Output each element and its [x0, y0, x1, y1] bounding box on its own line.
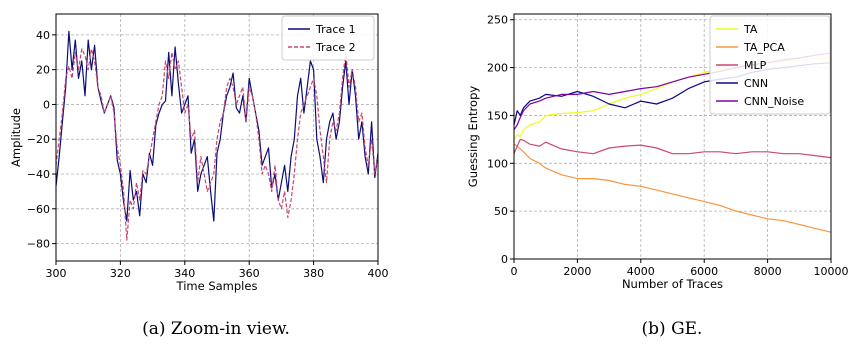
y-tick-label: 100	[487, 157, 508, 170]
y-tick-label: 0	[501, 253, 508, 266]
chart-b-ge: 0 2000 4000 6000 8000 10000 0 50 100 150 200 250 Num…	[466, 13, 849, 291]
y-axis-label: Amplitude	[9, 108, 23, 167]
x-tick-label: 10000	[814, 265, 849, 278]
y-tick-label: 20	[36, 64, 50, 77]
legend-label: TA	[743, 23, 758, 36]
x-tick-label: 300	[46, 267, 67, 280]
x-tick-label: 8000	[754, 265, 782, 278]
legend-label: CNN	[744, 77, 768, 90]
legend-box	[709, 15, 831, 115]
legend-label: Trace 2	[315, 41, 356, 54]
caption-a: (a) Zoom-in view.	[142, 319, 290, 339]
x-axis-label: Time Samples	[176, 279, 258, 293]
y-tick-label: −20	[27, 133, 50, 146]
legend-label: MLP	[744, 59, 767, 72]
caption-b: (b) GE.	[642, 319, 703, 339]
y-tick-label: 150	[487, 109, 508, 122]
x-tick-label: 400	[368, 267, 389, 280]
x-tick-label: 380	[303, 267, 324, 280]
series-line-ta-pca	[513, 143, 832, 233]
y-tick-label: 0	[43, 98, 50, 111]
y-tick-label: −40	[27, 168, 50, 181]
y-tick-label: −80	[27, 238, 50, 251]
legend-label: CNN_Noise	[744, 95, 804, 108]
legend: TA TA_PCA MLP CNN CNN_Noise	[709, 15, 831, 115]
legend-label: Trace 1	[315, 23, 356, 36]
y-tick-label: −60	[27, 203, 50, 216]
y-tick-label: 50	[494, 205, 508, 218]
legend-box	[281, 15, 375, 61]
chart-a-zoom-in: 300 320 340 360 380 400 −80 −60 −40 −20 0 20 40 Time …	[9, 13, 389, 293]
series-line-trace-2	[55, 48, 379, 241]
x-tick-label: 360	[239, 267, 260, 280]
y-tick-label: 200	[487, 62, 508, 75]
y-tick-label: 250	[487, 14, 508, 27]
x-tick-label: 4000	[627, 265, 655, 278]
x-tick-label: 320	[110, 267, 131, 280]
y-tick-label: 40	[36, 29, 50, 42]
plot-frame	[513, 13, 832, 260]
x-tick-label: 0	[511, 265, 518, 278]
x-tick-label: 340	[174, 267, 195, 280]
plot-frame	[55, 13, 379, 262]
y-axis-label: Guessing Entropy	[466, 86, 480, 188]
x-axis-label: Number of Traces	[622, 277, 723, 291]
series-line-mlp	[513, 138, 832, 159]
x-tick-label: 6000	[690, 265, 718, 278]
legend: Trace 1 Trace 2	[281, 15, 375, 61]
legend-label: TA_PCA	[743, 41, 785, 54]
x-tick-label: 2000	[563, 265, 591, 278]
